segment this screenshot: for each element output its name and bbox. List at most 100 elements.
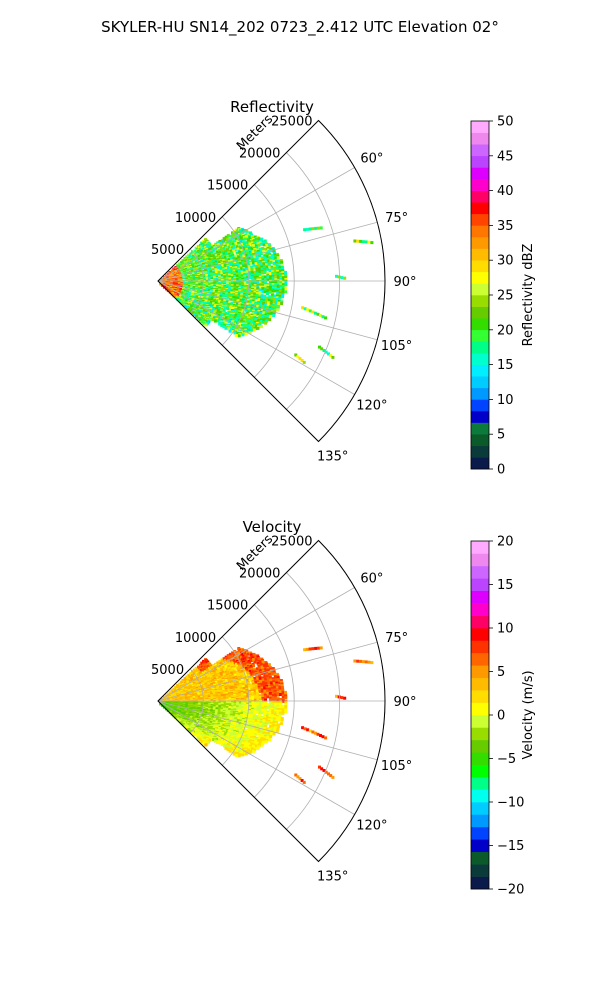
echo-cell: [202, 289, 206, 293]
echo-cell: [189, 309, 193, 313]
echo-cell: [278, 293, 282, 297]
echo-cell: [238, 261, 242, 265]
echo-cell: [240, 267, 244, 271]
echo-cell: [239, 314, 243, 318]
echo-cell: [220, 669, 224, 672]
echo-cell: [240, 676, 244, 680]
echo-cell: [228, 656, 232, 660]
echo-cell: [244, 673, 248, 677]
echo-cell: [243, 282, 247, 286]
echo-cell: [259, 662, 263, 666]
echo-cell: [212, 289, 216, 293]
echo-cell: [214, 301, 218, 305]
echo-cell: [305, 227, 309, 231]
echo-cell: [281, 281, 285, 285]
echo-cell: [217, 319, 221, 323]
echo-cell: [197, 246, 201, 250]
echo-cell: [270, 670, 274, 674]
echo-cell: [266, 292, 269, 295]
echo-cell: [280, 264, 284, 268]
echo-cell: [269, 260, 273, 264]
echo-cell: [218, 298, 222, 302]
echo-cell: [215, 284, 219, 288]
echo-cell: [242, 295, 246, 299]
echo-cell: [223, 667, 226, 671]
echo-cell: [211, 314, 215, 318]
echo-cell: [316, 312, 320, 316]
panel-title: Velocity: [243, 518, 302, 536]
echo-cell: [217, 313, 221, 317]
echo-cell: [233, 234, 236, 238]
echo-cell: [271, 268, 274, 272]
echo-cell: [264, 284, 267, 288]
echo-cell: [258, 292, 262, 296]
echo-cell: [278, 267, 282, 271]
echo-cell: [273, 297, 276, 301]
echo-cell: [322, 349, 326, 352]
echo-cell: [219, 295, 223, 299]
echo-cell: [274, 273, 277, 277]
echo-cell: [252, 664, 255, 668]
echo-cell: [279, 274, 283, 278]
colorbar-swatch: [471, 422, 489, 435]
echo-cell: [260, 237, 264, 241]
echo-cell: [214, 254, 218, 257]
echo-cell: [308, 227, 312, 231]
echo-cell: [281, 284, 285, 288]
echo-cell: [258, 677, 262, 680]
colorbar-tick-label: 40: [497, 184, 514, 199]
echo-cell: [300, 359, 304, 362]
echo-cell: [303, 307, 307, 311]
echo-cell: [220, 673, 224, 677]
theta-tick-label: 60°: [360, 152, 383, 167]
echo-cell: [359, 239, 363, 243]
echo-cell: [205, 295, 209, 299]
echo-cell: [224, 269, 228, 272]
echo-cell: [182, 302, 186, 306]
echo-cell: [237, 334, 241, 338]
echo-cell: [216, 685, 220, 689]
grid-spoke: [157, 280, 355, 395]
theta-tick-label: 120°: [356, 399, 387, 414]
echo-cell: [271, 667, 275, 671]
colorbar-swatch: [471, 132, 489, 145]
echo-cell: [271, 247, 275, 251]
echo-cell: [224, 294, 228, 298]
echo-cell: [298, 357, 302, 361]
echo-cell: [229, 267, 233, 271]
echo-cell: [271, 255, 275, 259]
echo-cell: [251, 261, 255, 265]
radar-echoes: [159, 646, 374, 784]
echo-cell: [228, 301, 232, 305]
echo-cell: [233, 316, 237, 320]
echo-cell: [262, 302, 265, 305]
echo-cell: [230, 270, 234, 274]
echo-cell: [231, 236, 235, 240]
echo-cell: [254, 324, 258, 328]
echo-cell: [185, 684, 189, 688]
echo-cell: [274, 256, 278, 260]
echo-cell: [179, 301, 183, 305]
echo-cell: [268, 295, 272, 299]
echo-cell: [217, 300, 221, 304]
echo-cell: [281, 269, 285, 273]
echo-cell: [263, 239, 267, 243]
echo-cell: [274, 283, 278, 286]
echo-cell: [267, 262, 271, 266]
echo-cell: [217, 253, 221, 257]
colorbar-swatch: [471, 144, 489, 157]
colorbar-swatch: [471, 295, 489, 307]
echo-cell: [208, 243, 212, 247]
echo-cell: [216, 293, 220, 297]
echo-cell: [244, 253, 248, 257]
echo-cell: [284, 290, 288, 294]
echo-cell: [271, 287, 275, 291]
echo-cell: [281, 278, 285, 281]
echo-cell: [275, 263, 279, 267]
echo-cell: [248, 256, 252, 260]
echo-cell: [249, 328, 253, 332]
echo-cell: [284, 283, 288, 287]
echo-cell: [203, 301, 207, 305]
echo-cell: [241, 333, 245, 337]
echo-cell: [237, 296, 240, 300]
